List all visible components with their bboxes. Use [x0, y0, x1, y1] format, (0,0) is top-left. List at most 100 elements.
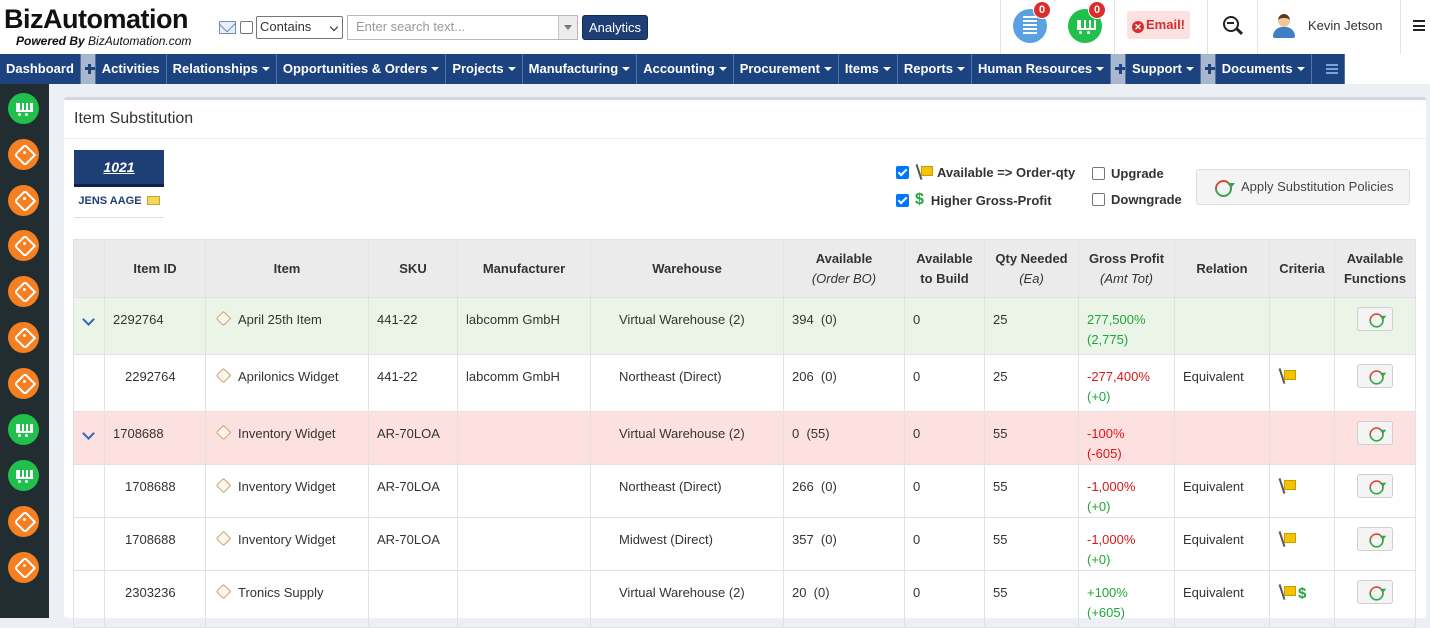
substitute-button[interactable]	[1357, 580, 1393, 604]
analytics-button[interactable]: Analytics	[582, 14, 649, 40]
warehouse-badge: 0	[1033, 1, 1051, 19]
cell-build: 0	[904, 297, 985, 355]
cell-criteria	[1269, 354, 1335, 412]
dollar-icon: $	[1298, 585, 1307, 602]
nav-human-resources[interactable]: Human Resources	[972, 54, 1112, 84]
cell-warehouse: Virtual Warehouse (2)	[590, 297, 784, 355]
cell-manufacturer	[457, 464, 591, 518]
nav-items[interactable]: Items	[839, 54, 898, 84]
col-qty-needed[interactable]: Qty Needed (Ea)	[984, 239, 1079, 298]
substitute-button[interactable]	[1357, 474, 1393, 498]
col-available-to-build[interactable]: Available to Build	[904, 239, 985, 298]
cell-criteria	[1269, 517, 1335, 571]
envelope-icon[interactable]	[146, 196, 160, 205]
nav-projects[interactable]: Projects	[446, 54, 523, 84]
price-tag-icon[interactable]	[8, 368, 39, 399]
substitute-button[interactable]	[1357, 527, 1393, 551]
cell-item[interactable]: Inventory Widget	[205, 464, 369, 518]
mail-icon[interactable]	[219, 20, 236, 34]
chevron-down-icon[interactable]	[82, 313, 95, 326]
table-row: 2303236 Tronics Supply Virtual Warehouse…	[73, 570, 1416, 628]
col-relation[interactable]: Relation	[1174, 239, 1270, 298]
price-tag-icon[interactable]	[8, 185, 39, 216]
nav-reports[interactable]: Reports	[898, 54, 972, 84]
cell-sku: 441-22	[368, 297, 458, 355]
menu-icon[interactable]	[1413, 20, 1425, 31]
cell-available: 0 (55)	[783, 411, 905, 465]
col-gross-profit[interactable]: Gross Profit (Amt Tot)	[1078, 239, 1175, 298]
col-item-id[interactable]: Item ID	[104, 239, 206, 298]
search-email-checkbox[interactable]	[240, 20, 253, 34]
option-higher-gross-profit[interactable]: $ Higher Gross-Profit	[896, 191, 1052, 209]
plus-icon[interactable]	[80, 54, 96, 84]
cell-warehouse: Virtual Warehouse (2)	[590, 570, 784, 628]
tag-icon	[215, 583, 232, 600]
chevron-down-icon[interactable]	[82, 427, 95, 440]
option-upgrade[interactable]: Upgrade	[1092, 166, 1164, 181]
cell-criteria	[1269, 297, 1335, 355]
nav-procurement[interactable]: Procurement	[734, 54, 839, 84]
sales-cart-icon[interactable]	[8, 93, 39, 124]
user-name[interactable]: Kevin Jetson	[1308, 18, 1383, 33]
header-tools: 0 0 ✕ Email! Kevin Jetson	[1000, 0, 1430, 54]
table-header-row: Item ID Item SKU Manufacturer Warehouse …	[73, 239, 1416, 298]
cell-manufacturer: labcomm GmbH	[457, 354, 591, 412]
plus-icon[interactable]	[1111, 54, 1127, 84]
nav-list-icon[interactable]	[1312, 54, 1345, 84]
apply-substitution-button[interactable]: Apply Substitution Policies	[1196, 169, 1410, 205]
search-input[interactable]: Enter search text...	[347, 14, 578, 40]
cell-relation: Equivalent	[1174, 570, 1270, 628]
brand-logo[interactable]: BizAutomation Powered By BizAutomation.c…	[4, 4, 209, 50]
sales-cart-icon[interactable]	[8, 414, 39, 445]
cell-item[interactable]: Inventory Widget	[205, 411, 369, 465]
price-tag-icon[interactable]	[8, 276, 39, 307]
option-downgrade[interactable]: Downgrade	[1092, 192, 1182, 207]
nav-dashboard[interactable]: Dashboard	[0, 54, 81, 84]
col-warehouse[interactable]: Warehouse	[590, 239, 784, 298]
substitute-button[interactable]	[1357, 307, 1393, 331]
email-alert-button[interactable]: ✕ Email!	[1127, 11, 1191, 39]
price-tag-icon[interactable]	[8, 230, 39, 261]
col-available-functions[interactable]: Available Functions	[1334, 239, 1416, 298]
cell-item[interactable]: Tronics Supply	[205, 570, 369, 628]
nav-activities[interactable]: Activities	[96, 54, 167, 84]
cell-item[interactable]: April 25th Item	[205, 297, 369, 355]
tag-icon	[215, 424, 232, 441]
nav-accounting[interactable]: Accounting	[637, 54, 734, 84]
search-dropdown-icon[interactable]	[558, 15, 577, 39]
price-tag-icon[interactable]	[8, 139, 39, 170]
option-available-order-qty[interactable]: Available => Order-qty	[896, 163, 1075, 181]
col-sku[interactable]: SKU	[368, 239, 458, 298]
top-header: BizAutomation Powered By BizAutomation.c…	[0, 0, 1430, 54]
nav-support[interactable]: Support	[1126, 54, 1201, 84]
nav-opportunities-orders[interactable]: Opportunities & Orders	[277, 54, 447, 84]
higher-gross-profit-checkbox[interactable]	[896, 193, 909, 207]
substitute-button[interactable]	[1357, 364, 1393, 388]
price-tag-icon[interactable]	[8, 322, 39, 353]
price-tag-icon[interactable]	[8, 552, 39, 583]
search-mode-select[interactable]: Contains	[256, 15, 343, 39]
col-item[interactable]: Item	[205, 239, 369, 298]
col-criteria[interactable]: Criteria	[1269, 239, 1335, 298]
cart-badge: 0	[1088, 1, 1106, 19]
zoom-search-icon[interactable]	[1223, 16, 1239, 32]
plus-icon[interactable]	[1200, 54, 1216, 84]
cell-qty: 25	[984, 354, 1079, 412]
customer-name[interactable]: JENS AAGE	[74, 187, 164, 218]
cell-item[interactable]: Inventory Widget	[205, 517, 369, 571]
downgrade-checkbox[interactable]	[1092, 193, 1105, 206]
nav-manufacturing[interactable]: Manufacturing	[523, 54, 638, 84]
user-avatar[interactable]	[1271, 13, 1297, 39]
nav-relationships[interactable]: Relationships	[167, 54, 277, 84]
substitute-button[interactable]	[1357, 421, 1393, 445]
order-number-link[interactable]: 1021	[74, 150, 164, 187]
cell-gross-profit: 277,500% (2,775)	[1078, 297, 1175, 355]
upgrade-checkbox[interactable]	[1092, 167, 1105, 180]
sales-cart-icon[interactable]	[8, 460, 39, 491]
price-tag-icon[interactable]	[8, 506, 39, 537]
col-available[interactable]: Available (Order BO)	[783, 239, 905, 298]
cell-item[interactable]: Aprilonics Widget	[205, 354, 369, 412]
nav-documents[interactable]: Documents	[1216, 54, 1312, 84]
available-order-qty-checkbox[interactable]	[896, 165, 909, 179]
col-manufacturer[interactable]: Manufacturer	[457, 239, 591, 298]
